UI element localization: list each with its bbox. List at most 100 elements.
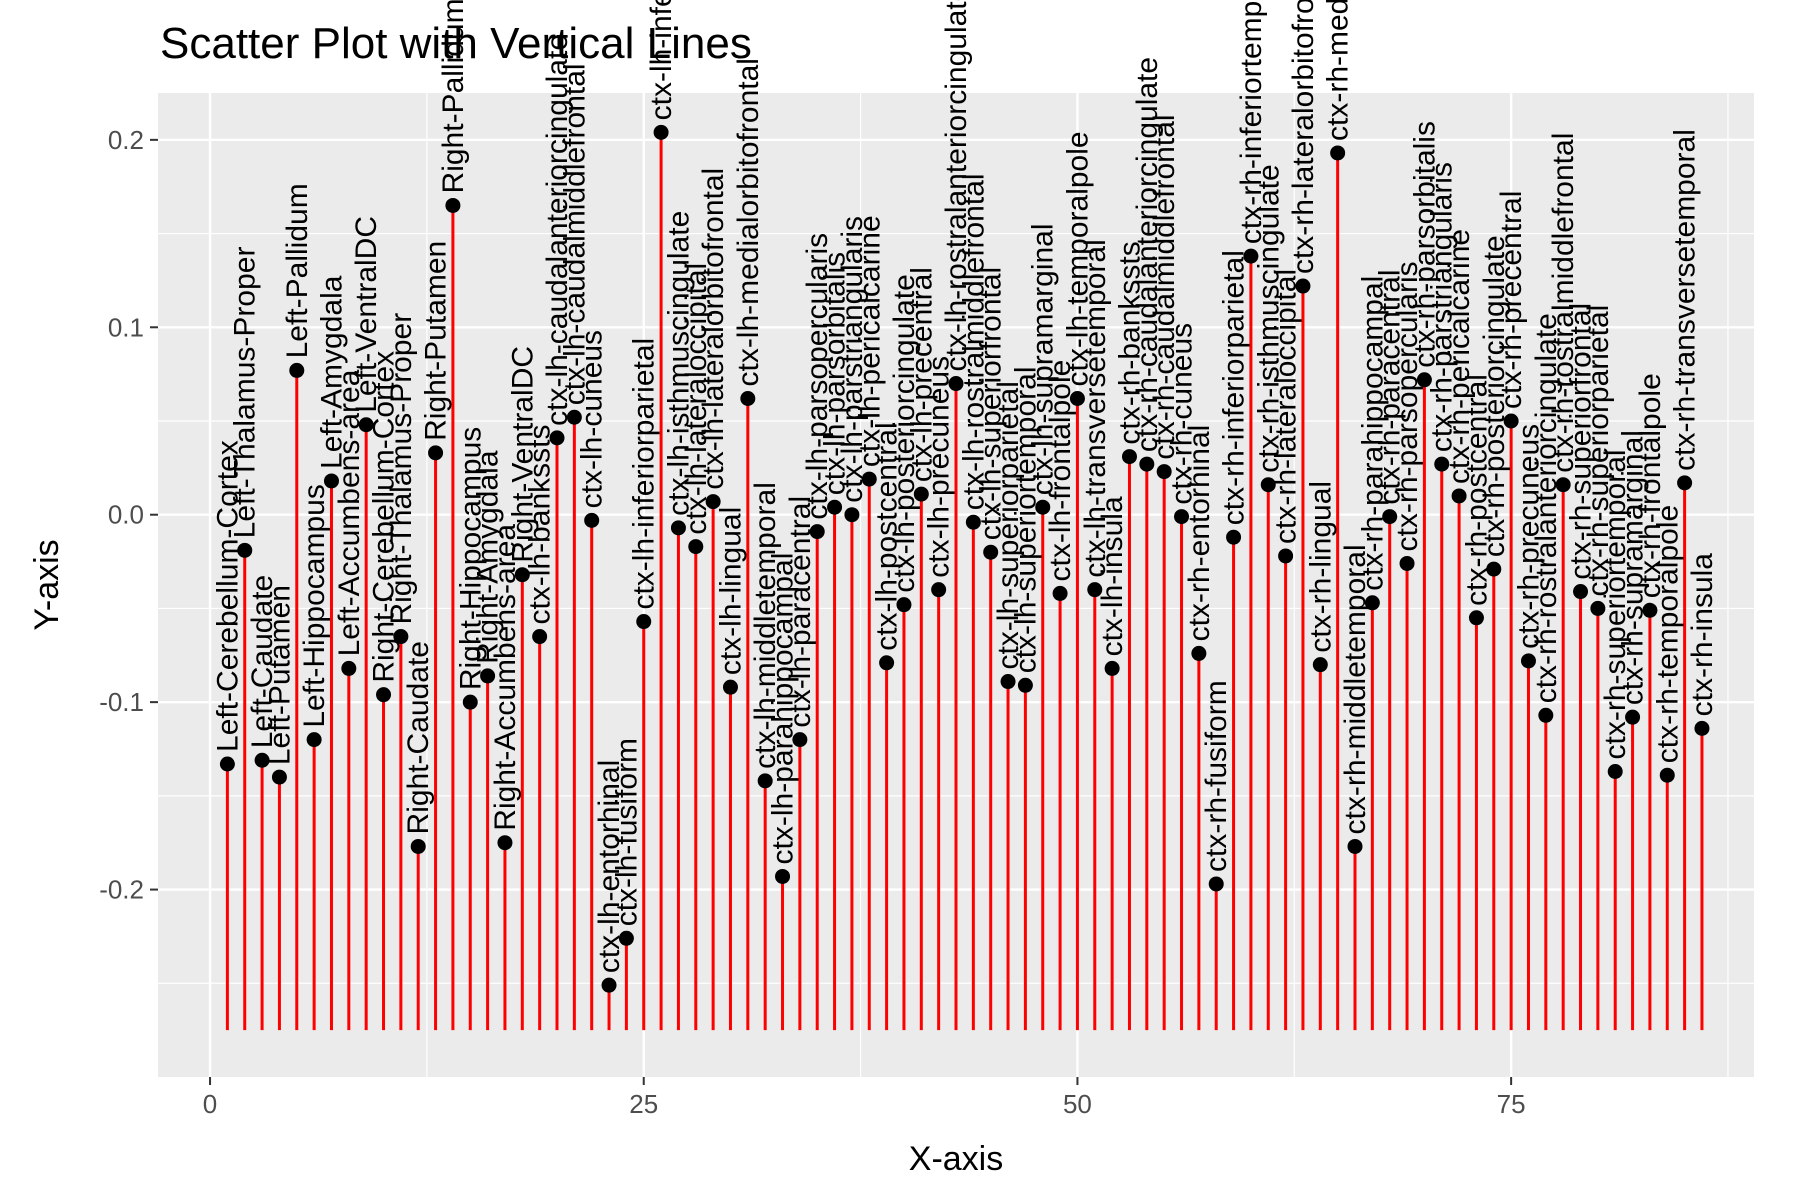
point-label: ctx-lh-parsopercularis: [801, 233, 834, 520]
data-point: [497, 835, 513, 851]
point-label: ctx-rh-parsorbitalis: [1408, 121, 1441, 368]
point-label: ctx-lh-lateralorbitofrontal: [697, 168, 730, 490]
point-label: ctx-lh-frontalpole: [1044, 360, 1077, 582]
point-label: ctx-lh-superiortemporal: [1009, 366, 1042, 673]
point-label: ctx-rh-lingual: [1304, 481, 1337, 653]
data-point: [514, 567, 530, 583]
data-point: [827, 499, 843, 515]
data-point: [271, 769, 287, 785]
point-label: Left-Amygdala: [315, 275, 348, 469]
stem-lines: [225, 132, 1704, 1031]
data-point: [1208, 876, 1224, 892]
point-label: ctx-rh-inferiortemporal: [1235, 0, 1268, 244]
y-tick-label: -0.1: [99, 687, 144, 717]
y-tick-label: -0.2: [99, 875, 144, 905]
point-label: ctx-lh-bankssts: [524, 424, 557, 624]
data-point: [1434, 456, 1450, 472]
point-label: ctx-lh-rostralmiddlefrontal: [957, 173, 990, 510]
point-label: Left-Accumbens-area: [333, 369, 366, 656]
point-label: ctx-rh-superiortemporal: [1599, 449, 1632, 759]
data-point: [1451, 488, 1467, 504]
point-label: ctx-rh-medialorbitofrontal: [1322, 0, 1355, 141]
data-point: [931, 582, 947, 598]
point-label: ctx-rh-bankssts: [1113, 241, 1146, 444]
data-point: [670, 520, 686, 536]
point-label: Left-Caudate: [246, 575, 279, 748]
point-label: ctx-lh-inferiortemporal: [645, 0, 678, 120]
x-tick-label: 75: [1497, 1089, 1526, 1119]
point-label: ctx-lh-rostralanteriorcingulate: [940, 0, 973, 372]
data-point: [306, 732, 322, 748]
data-point: [1104, 660, 1120, 676]
data-point: [1035, 499, 1051, 515]
point-label: ctx-rh-supramarginal: [1617, 430, 1650, 705]
point-label: ctx-lh-precuneus: [923, 356, 956, 578]
point-label: Right-Accumbens-area: [489, 524, 522, 831]
data-point: [1416, 372, 1432, 388]
data-point: [740, 391, 756, 407]
data-point: [1139, 456, 1155, 472]
data-point: [844, 507, 860, 523]
point-label: ctx-lh-caudalanteriorcingulate: [541, 34, 574, 426]
data-point: [1121, 449, 1137, 465]
point-label: Right-Thalamus-Proper: [385, 313, 418, 625]
data-point: [1677, 475, 1693, 491]
point-label: ctx-rh-superiorparietal: [1582, 305, 1615, 597]
point-label: ctx-rh-lateraloccipital: [1270, 269, 1303, 544]
data-point: [1538, 707, 1554, 723]
data-point: [462, 694, 478, 710]
data-point: [1468, 610, 1484, 626]
point-label: ctx-rh-rostralmiddlefrontal: [1547, 133, 1580, 473]
point-label: ctx-lh-precentral: [905, 267, 938, 482]
point-label: ctx-lh-transversetemporal: [1079, 239, 1112, 577]
point-label: Right-Pallidum: [437, 0, 470, 193]
data-point: [1555, 477, 1571, 493]
data-point: [1520, 653, 1536, 669]
data-point: [601, 977, 617, 993]
data-point: [1087, 582, 1103, 598]
point-label: ctx-rh-superiorfrontal: [1565, 303, 1598, 580]
point-label: Right-Cerebellum-Cortex: [368, 351, 401, 683]
point-label: ctx-lh-cuneus: [576, 330, 609, 508]
data-point: [809, 524, 825, 540]
y-axis-title: Y-axis: [28, 539, 66, 630]
point-label: ctx-rh-parahippocampal: [1356, 276, 1389, 591]
point-label: Right-Hippocampus: [454, 427, 487, 690]
point-label: ctx-rh-fusiform: [1200, 680, 1233, 872]
data-point: [1399, 555, 1415, 571]
data-point: [1503, 413, 1519, 429]
data-point: [237, 542, 253, 558]
data-point: [775, 868, 791, 884]
point-label: ctx-rh-frontalpole: [1634, 373, 1667, 598]
point-label: ctx-rh-rostralanteriorcingulate: [1530, 313, 1563, 703]
data-point: [428, 445, 444, 461]
data-point: [757, 773, 773, 789]
data-point: [1174, 509, 1190, 525]
point-label: ctx-lh-isthmuscingulate: [662, 211, 695, 516]
data-point: [1069, 391, 1085, 407]
point-label: ctx-lh-parstriangularis: [836, 216, 869, 503]
data-point: [861, 471, 877, 487]
point-label: ctx-rh-transversetemporal: [1669, 129, 1702, 471]
point-label: ctx-rh-isthmuscingulate: [1252, 164, 1285, 472]
point-label: ctx-rh-middletemporal: [1339, 544, 1372, 834]
point-label: ctx-rh-temporalpole: [1651, 505, 1684, 763]
data-point: [1052, 585, 1068, 601]
point-label: ctx-lh-lateraloccipital: [680, 263, 713, 535]
point-label: Left-VentralDC: [350, 216, 383, 413]
x-tick-label: 25: [629, 1089, 658, 1119]
point-label: ctx-rh-pericalcarine: [1443, 229, 1476, 484]
point-label: ctx-lh-parahippocampal: [767, 553, 800, 865]
data-point: [688, 539, 704, 555]
data-point: [1017, 677, 1033, 693]
data-points: [219, 124, 1710, 993]
data-point: [1347, 838, 1363, 854]
data-point: [1243, 248, 1259, 264]
data-point: [1278, 548, 1294, 564]
point-label: Left-Hippocampus: [298, 484, 331, 727]
point-label: ctx-rh-caudalanteriorcingulate: [1131, 57, 1164, 452]
x-axis-title: X-axis: [909, 1140, 1003, 1178]
point-label: ctx-lh-posteriorcingulate: [888, 274, 921, 592]
data-point: [636, 614, 652, 630]
